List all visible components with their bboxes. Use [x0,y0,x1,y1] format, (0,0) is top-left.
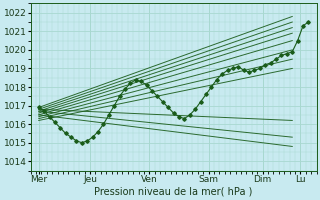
X-axis label: Pression niveau de la mer( hPa ): Pression niveau de la mer( hPa ) [94,187,253,197]
